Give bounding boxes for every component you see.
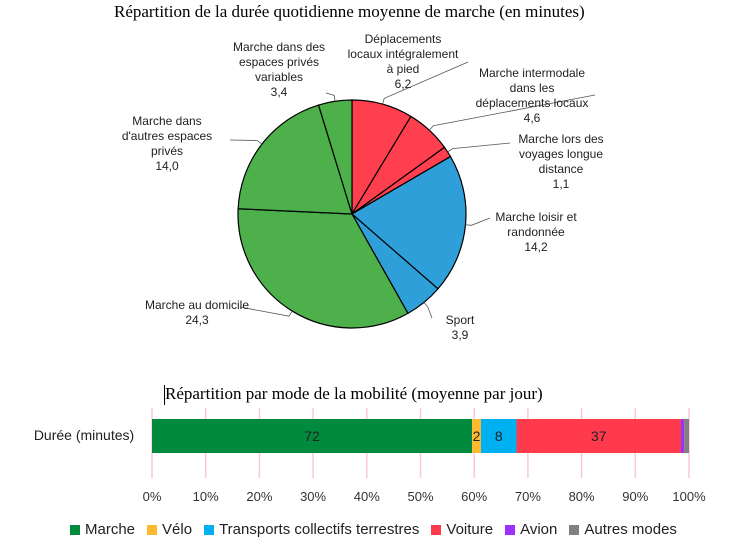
pie-label: Marche lors des voyages longue distance 1,1	[518, 132, 603, 192]
pie-label: Marche intermodale dans les déplacements l…	[476, 66, 589, 126]
pie-label-name: Déplacements locaux intégralement à pied	[347, 32, 459, 76]
pie-label-value: 24,3	[185, 313, 209, 327]
pie-label-name: Marche lors des voyages longue distance	[518, 132, 604, 176]
bar-data-label: 72	[304, 428, 320, 444]
pie-label: Marche loisir et randonnée 14,2	[495, 210, 576, 255]
legend-swatch	[505, 524, 516, 535]
x-tick-label: 70%	[514, 489, 541, 504]
legend-label: Avion	[520, 521, 558, 538]
legend-label: Transports collectifs terrestres	[219, 521, 420, 538]
pie-label-value: 14,0	[155, 159, 179, 173]
x-tick-label: 80%	[568, 489, 595, 504]
pie-slice	[237, 104, 353, 215]
bar-category-label: Durée (minutes)	[33, 427, 135, 443]
pie-label: Marche dans des espaces privés variables 3,…	[233, 40, 325, 100]
pie-label-name: Marche au domicile	[144, 298, 250, 312]
legend-label: Autres modes	[584, 521, 677, 538]
leader-line	[239, 306, 293, 317]
bar-segment	[472, 419, 481, 453]
legend-swatch	[147, 524, 158, 535]
pie-label-value: 14,2	[524, 240, 548, 254]
legend-item: Voiture	[431, 521, 493, 538]
pie-label-value: 3,9	[451, 328, 469, 342]
leader-line	[229, 139, 263, 145]
legend-swatch	[70, 524, 80, 535]
bar-segment	[516, 419, 681, 453]
pie-label-value: 4,6	[523, 111, 541, 125]
leader-line	[465, 217, 491, 226]
bar-data-label: 8	[495, 428, 503, 444]
pie-label-name: Marche intermodale dans les déplacements l…	[475, 66, 589, 110]
legend-swatch	[569, 524, 580, 535]
bar-data-label: 2	[473, 428, 481, 444]
leader-line	[423, 302, 433, 319]
legend-item: Avion	[505, 521, 557, 538]
legend-swatch	[204, 524, 215, 535]
pie-slice	[317, 99, 353, 215]
pie-label-name: Marche loisir et randonnée	[495, 210, 577, 239]
x-tick-label: 20%	[246, 489, 273, 504]
pie-label-value: 6,2	[394, 77, 412, 91]
pie-label: Sport 3,9	[446, 313, 475, 343]
pie-label-name: Marche dans d'autres espaces privés	[121, 114, 213, 158]
x-tick-label: 10%	[192, 489, 219, 504]
pie-label-value: 1,1	[552, 177, 570, 191]
legend: Marche Vélo Transports collectifs terrestr…	[70, 521, 677, 538]
leader-line	[447, 142, 511, 153]
x-tick-label: 60%	[461, 489, 488, 504]
legend-item: Vélo	[147, 521, 192, 538]
legend-label: Vélo	[162, 521, 193, 538]
pie-label: Marche dans d'autres espaces privés 14,0	[122, 114, 212, 174]
leader-line	[382, 61, 469, 105]
legend-swatch	[431, 524, 442, 535]
legend-item: Transports collectifs terrestres	[204, 521, 419, 538]
leader-line	[325, 92, 336, 102]
bar-segment	[480, 419, 517, 453]
x-tick-label: 40%	[353, 489, 380, 504]
pie-label: Déplacements locaux intégralement à pied 6,…	[348, 32, 459, 92]
pie-label: Marche au domicile 24,3	[145, 298, 249, 328]
pie-label-value: 3,4	[270, 85, 288, 99]
x-tick-label: 50%	[407, 489, 434, 504]
x-tick-label: 0%	[142, 489, 162, 504]
pie-title: Répartition de la durée quotidienne moye…	[114, 2, 585, 21]
leader-line	[428, 94, 596, 131]
pie-slice	[237, 208, 409, 329]
bar-segment	[680, 419, 685, 453]
legend-item: Autres modes	[569, 521, 677, 538]
bar-segment	[684, 419, 689, 453]
bar-segment	[152, 419, 473, 453]
legend-label: Voiture	[446, 521, 494, 538]
pie-label-name: Sport	[445, 313, 475, 327]
legend-label: Marche	[85, 521, 136, 538]
x-tick-label: 90%	[622, 489, 649, 504]
pie-label-name: Marche dans des espaces privés variables	[232, 40, 326, 84]
legend-item: Marche	[70, 521, 135, 538]
x-tick-label: 30%	[300, 489, 327, 504]
bar-data-label: 37	[591, 428, 607, 444]
x-tick-label: 100%	[672, 489, 706, 504]
text-cursor	[164, 385, 165, 405]
bar-title: Répartition par mode de la mobilité (moy…	[165, 384, 543, 403]
